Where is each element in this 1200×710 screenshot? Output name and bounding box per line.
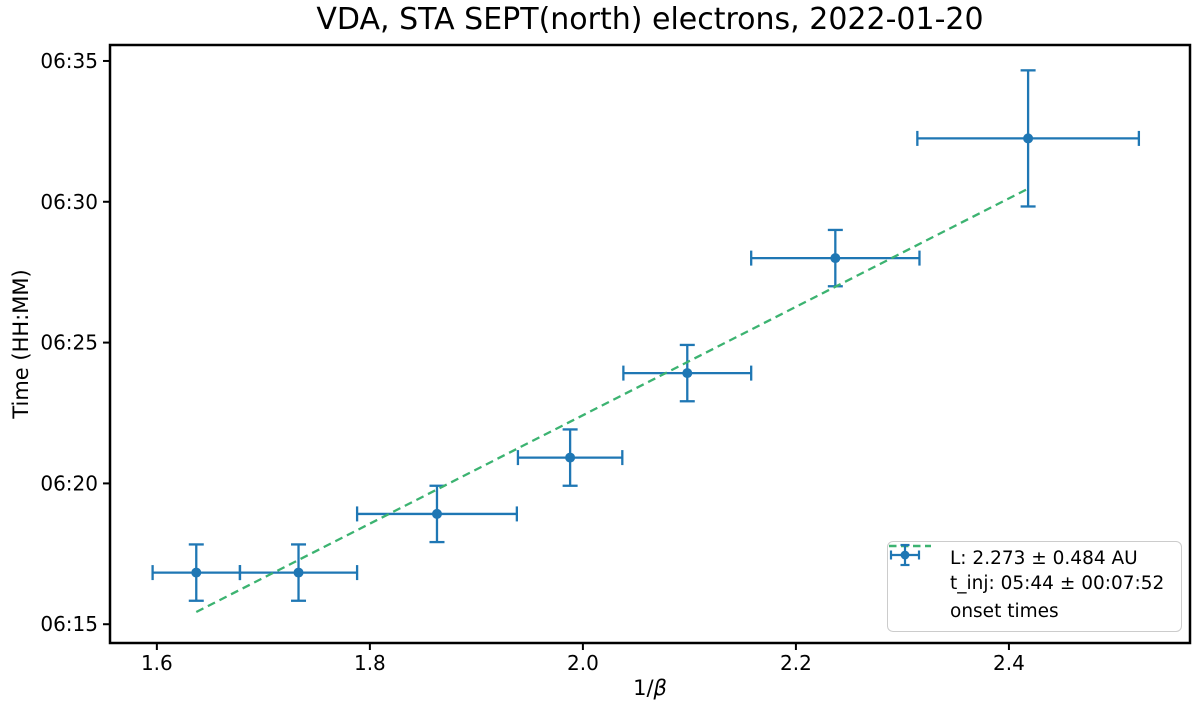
x-axis-label: 1/β (633, 676, 667, 700)
y-tick-label: 06:20 (40, 471, 98, 495)
onset-times-label: onset times (950, 601, 1059, 622)
x-tick-label: 1.8 (354, 651, 386, 675)
data-point-marker (682, 368, 693, 379)
data-point-marker (1023, 133, 1034, 144)
errorbar-glyph-icon (889, 543, 921, 567)
fit-length-label: L: 2.273 ± 0.484 AU (950, 548, 1138, 569)
data-point-marker (293, 567, 304, 578)
y-tick-label: 06:15 (40, 612, 98, 636)
axes-frame (108, 43, 1192, 645)
dashed-line-icon (889, 544, 931, 548)
y-tick-label: 06:30 (40, 190, 98, 214)
chart-title: VDA, STA SEPT(north) electrons, 2022-01-… (316, 2, 984, 37)
legend-entry-onset-times: onset times (889, 543, 1175, 624)
x-tick-label: 2.0 (567, 651, 599, 675)
data-point-marker (431, 508, 442, 519)
fit-injection-time-label: t_inj: 05:44 ± 00:07:52 (950, 573, 1165, 594)
legend: L: 2.273 ± 0.484 AU t_inj: 05:44 ± 00:07… (887, 541, 1182, 632)
y-tick-label: 06:35 (40, 49, 98, 73)
x-tick-label: 2.2 (780, 651, 812, 675)
legend-entry-fit: L: 2.273 ± 0.484 AU t_inj: 05:44 ± 00:07… (889, 544, 1175, 596)
x-tick-label: 1.6 (141, 651, 173, 675)
data-point-marker (191, 567, 202, 578)
y-tick-label: 06:25 (40, 331, 98, 355)
y-axis-label: Time (HH:MM) (9, 269, 33, 419)
data-point-marker (565, 452, 576, 463)
data-point-marker (830, 253, 841, 264)
x-axis-label-beta-symbol: β (653, 676, 667, 700)
fit-legend-text: L: 2.273 ± 0.484 AU t_inj: 05:44 ± 00:07… (950, 546, 1164, 596)
x-axis-label-prefix: 1/ (633, 676, 654, 700)
x-tick-label: 2.4 (993, 651, 1025, 675)
